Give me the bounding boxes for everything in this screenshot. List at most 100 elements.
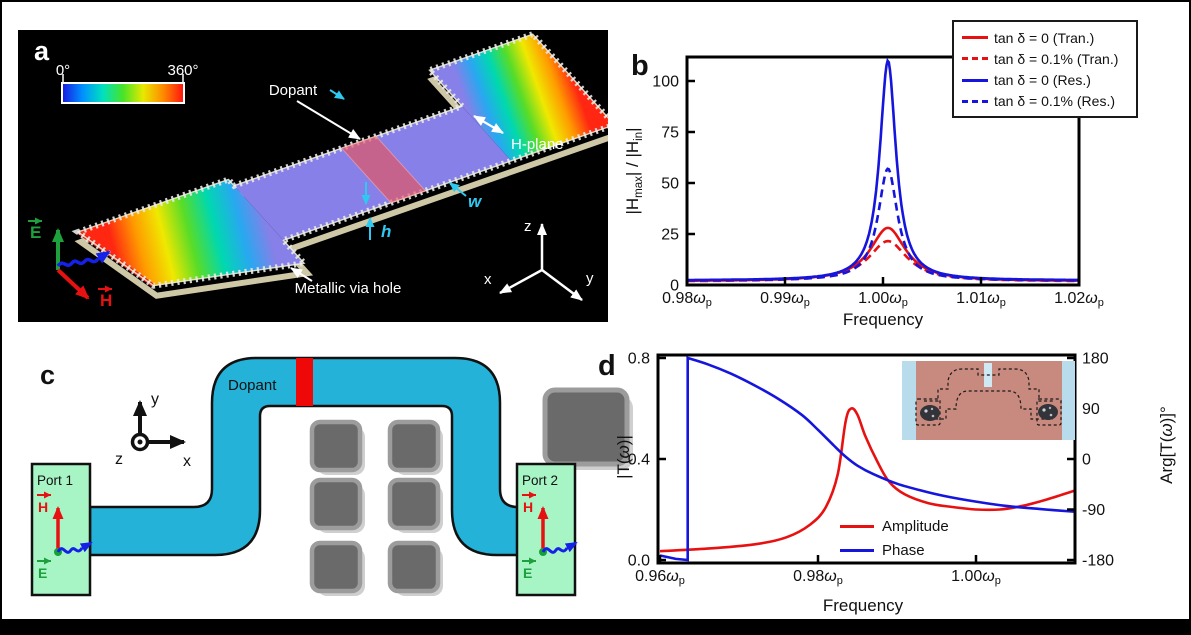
legend-entry-label: tan δ = 0 (Res.) — [994, 72, 1091, 89]
x-tick-label: 1.00ωp — [858, 290, 908, 309]
y-tick-label: 75 — [661, 125, 679, 142]
z-axis-label: z — [115, 451, 123, 468]
plot-b: 0.98ωp 0.99ωp 1.00ωp 1.01ωp 1.02ωp 0 25 50 75 100… — [623, 55, 1104, 309]
h-vector-label: H — [38, 499, 48, 515]
wave-arrow — [541, 547, 569, 554]
x-axis-label: x — [484, 271, 492, 288]
dopant-slab — [340, 135, 427, 204]
legend-entry: tan δ = 0 (Tran.) — [962, 27, 1130, 48]
x-tick-label: 0.98ωp — [662, 290, 712, 309]
dielectric-block — [387, 540, 441, 594]
sma-connector — [920, 405, 940, 421]
legend-panel-d: Amplitude Phase — [840, 517, 949, 559]
x-tick-label: 0.96ωp — [635, 568, 685, 587]
waveguide-rim — [76, 33, 608, 287]
legend-entry-label: tan δ = 0.1% (Tran.) — [994, 50, 1119, 67]
y-tick-label-right: 180 — [1082, 351, 1109, 368]
legend-entry: tan δ = 0 (Res.) — [962, 70, 1130, 91]
dielectric-block — [309, 540, 363, 594]
legend-entry-label: tan δ = 0 (Tran.) — [994, 29, 1095, 46]
legend-line-sample — [840, 548, 874, 552]
h-vector-label: H — [523, 499, 533, 515]
dielectric-blocks — [309, 387, 633, 596]
x-tick-label: 1.00ωp — [951, 568, 1001, 587]
yaxis-title-d-right: Arg[T(ω)]° — [1157, 406, 1176, 484]
y-tick-label: 50 — [661, 176, 679, 193]
via-hole-label: Metallic via hole — [295, 280, 402, 297]
w-label: w — [468, 192, 483, 211]
y-tick-label-left: 0.0 — [628, 553, 650, 570]
legend-entry-label: Phase — [882, 541, 925, 559]
phase-colorbar: 0° 360° — [56, 62, 199, 104]
yaxis-title-b: |Hmax| / |Hin| — [623, 127, 645, 214]
y-axis — [541, 269, 583, 301]
y-tick-label-right: -90 — [1082, 502, 1105, 519]
waveguide-arm-right — [429, 34, 608, 161]
port-1: Port 1 H E — [30, 462, 93, 597]
e-field-label: E — [30, 223, 41, 242]
legend-line-sample — [840, 524, 874, 528]
plot-d: 0.96ωp 0.98ωp 1.00ωp 0.0 0.4 0.8 180 90 0 -90 -180… — [614, 351, 1176, 588]
x-tick-label: 0.99ωp — [760, 290, 810, 309]
legend-panel-b: tan δ = 0 (Tran.) tan δ = 0.1% (Tran.) t… — [952, 20, 1138, 118]
panel-a-annotations: Dopant w h H-plane Metallic via hole — [269, 82, 564, 297]
legend-line-sample — [962, 57, 988, 61]
waveguide-arm-left — [78, 179, 305, 286]
panel-c-letter: c — [40, 360, 56, 390]
colorbar-max: 360° — [167, 62, 198, 79]
x-tick-label: 0.98ωp — [793, 568, 843, 587]
dopant-label: Dopant — [269, 82, 318, 99]
panel-d-letter: d — [598, 350, 616, 382]
legend-line-sample — [962, 78, 988, 82]
y-tick-label-right: 0 — [1082, 452, 1091, 469]
axes-triad-3d — [499, 223, 583, 301]
y-axis-label: y — [586, 270, 594, 287]
y-tick-label-right: 90 — [1082, 401, 1100, 418]
y-tick-label: 25 — [661, 227, 679, 244]
h-field-label: H — [100, 291, 112, 310]
legend-entry: Phase — [840, 541, 949, 559]
y-tick-label: 100 — [652, 74, 679, 91]
y-tick-label-left: 0.8 — [628, 351, 650, 368]
field-vector-triad: E H — [28, 217, 112, 310]
h-plane-label: H-plane — [511, 136, 564, 153]
etched-outline — [915, 368, 1062, 426]
e-vector-label: E — [38, 565, 47, 581]
series-dashed-blue — [688, 167, 1078, 282]
legend-entry-label: tan δ = 0.1% (Res.) — [994, 93, 1116, 110]
yaxis-title-d-left: |T(ω)| — [614, 435, 633, 479]
colorbar-min: 0° — [56, 62, 70, 79]
dopant-label-c: Dopant — [228, 377, 277, 394]
y-tick-label-left: 0.4 — [628, 452, 650, 469]
sma-connector — [1038, 404, 1058, 420]
wave-vector-arrow — [56, 257, 100, 268]
x-tick-label: 1.02ωp — [1054, 290, 1104, 309]
legend-line-sample — [962, 99, 988, 103]
legend-line-sample — [962, 36, 988, 39]
dielectric-block-large — [542, 387, 630, 467]
xaxis-title-d: Frequency — [822, 596, 904, 615]
dielectric-block — [387, 419, 441, 473]
panel-b-letter: b — [631, 50, 649, 82]
sample-photo-inset — [902, 361, 1075, 440]
x-tick-label: 1.01ωp — [956, 290, 1006, 309]
dopant-stripe — [296, 358, 313, 406]
y-tick-label-right: -180 — [1082, 553, 1114, 570]
series-amplitude — [659, 406, 1074, 553]
port-1-label: Port 1 — [37, 473, 73, 488]
wave-arrow — [56, 547, 84, 554]
axes-labels-3d: z x y — [484, 218, 594, 288]
dielectric-block — [309, 477, 363, 531]
legend-entry: Amplitude — [840, 517, 949, 535]
port-2-label: Port 2 — [522, 473, 558, 488]
legend-entry: tan δ = 0.1% (Tran.) — [962, 48, 1130, 69]
inset-overlay — [915, 363, 1062, 426]
xaxis-title-b: Frequency — [842, 310, 924, 329]
y-tick-label: 0 — [670, 278, 679, 295]
h-field-arrow — [56, 268, 90, 300]
x-axis-label: x — [183, 453, 191, 470]
